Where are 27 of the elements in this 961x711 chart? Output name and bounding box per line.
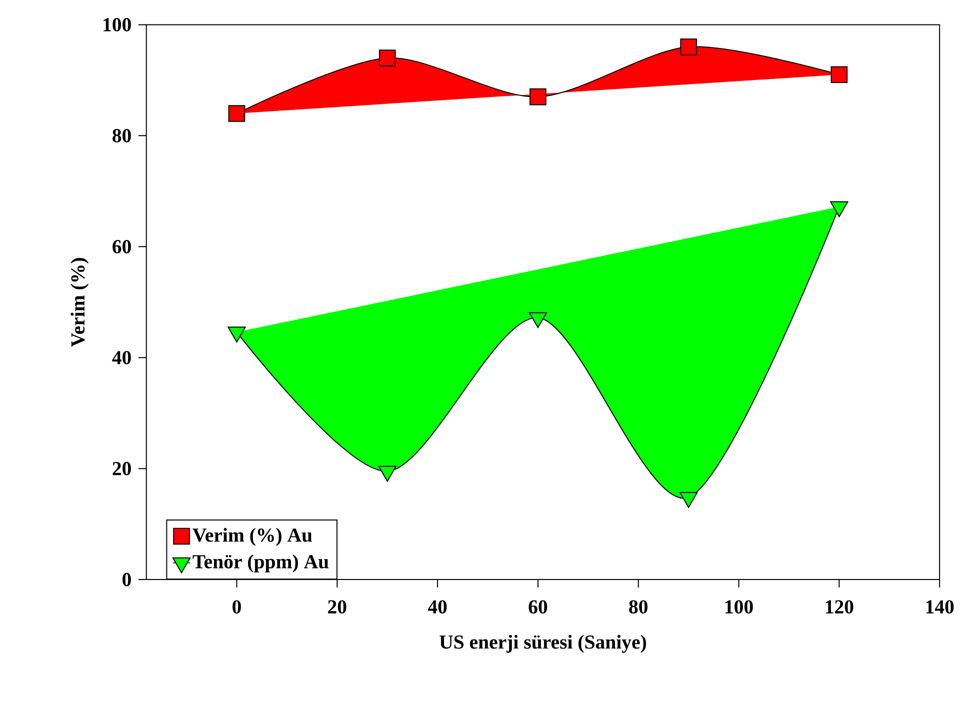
x-tick-label: 0 — [232, 600, 241, 614]
point — [680, 38, 697, 56]
legend-label: Tenör (ppm) Au — [192, 554, 329, 572]
x-tick-label: 20 — [328, 600, 346, 614]
point — [830, 66, 848, 84]
point — [530, 88, 546, 106]
x-tick-label: 120 — [826, 600, 854, 614]
y-tick-label: 100 — [104, 18, 131, 32]
point — [528, 312, 548, 328]
x-tick-label: 80 — [629, 600, 648, 614]
y-axis-title: Verim (%) — [70, 258, 89, 347]
y-tick-label: 80 — [112, 128, 131, 142]
y-tick-label: 20 — [112, 462, 131, 476]
point — [228, 326, 246, 342]
x-tick-label: 60 — [528, 600, 548, 614]
x-tick-label: 140 — [926, 600, 954, 614]
point — [378, 466, 396, 482]
y-tick-label: 40 — [112, 350, 131, 364]
x-tick-label: 100 — [726, 600, 753, 614]
point — [378, 50, 396, 66]
x-tick-label: 40 — [428, 600, 447, 614]
y-tick-label: 0 — [122, 572, 131, 586]
point — [228, 105, 246, 122]
point — [680, 492, 698, 508]
y-tick-label: 60 — [112, 240, 131, 254]
legend-label: Verim (%) Au — [192, 528, 312, 546]
x-axis-title: US enerji süresi (Saniye) — [440, 634, 646, 653]
